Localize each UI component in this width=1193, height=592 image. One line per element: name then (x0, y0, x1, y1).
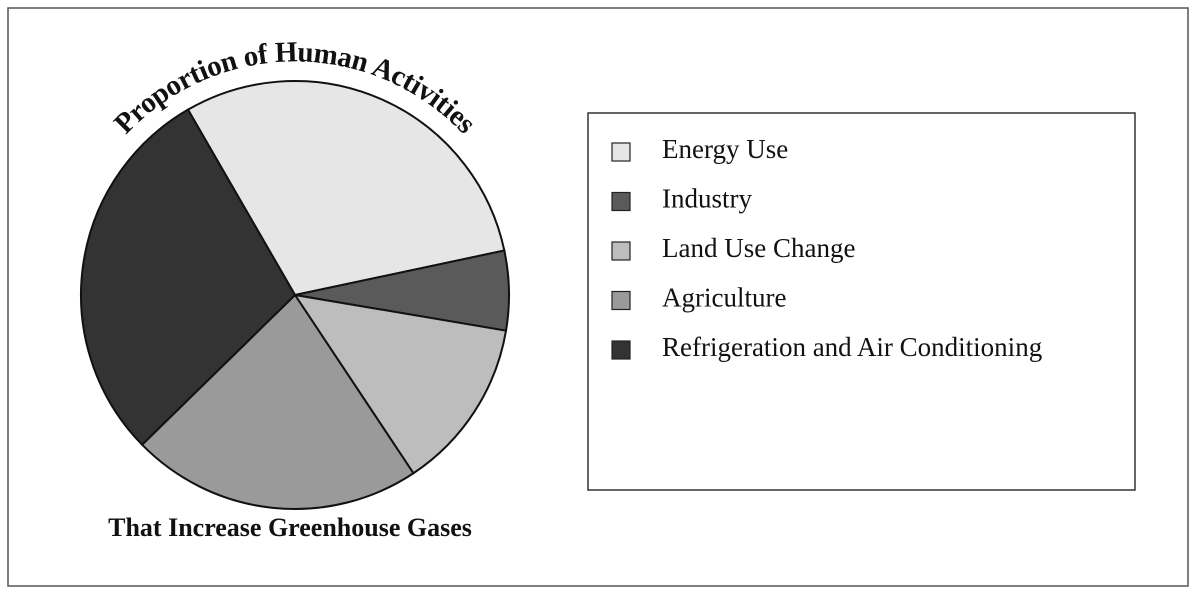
legend-label: Energy Use (662, 134, 788, 164)
legend-swatch (611, 340, 631, 360)
pie-slice (186, 80, 506, 297)
legend-label: Industry (662, 184, 752, 214)
pie-slice (292, 293, 508, 475)
pie-slice (140, 293, 415, 510)
legend-swatch (611, 241, 631, 261)
pie-slice (80, 108, 297, 447)
legend-swatch (611, 290, 631, 311)
legend-label: Land Use Change (662, 233, 855, 263)
chart-subtitle: That Increase Greenhouse Gases (108, 513, 472, 542)
legend-box (587, 112, 1136, 491)
legend-label: Agriculture (662, 283, 786, 313)
legend-swatch (611, 191, 631, 212)
legend-swatch (611, 142, 631, 162)
legend-label: Refrigeration and Air Conditioning (662, 332, 1042, 362)
frame (7, 7, 1189, 587)
